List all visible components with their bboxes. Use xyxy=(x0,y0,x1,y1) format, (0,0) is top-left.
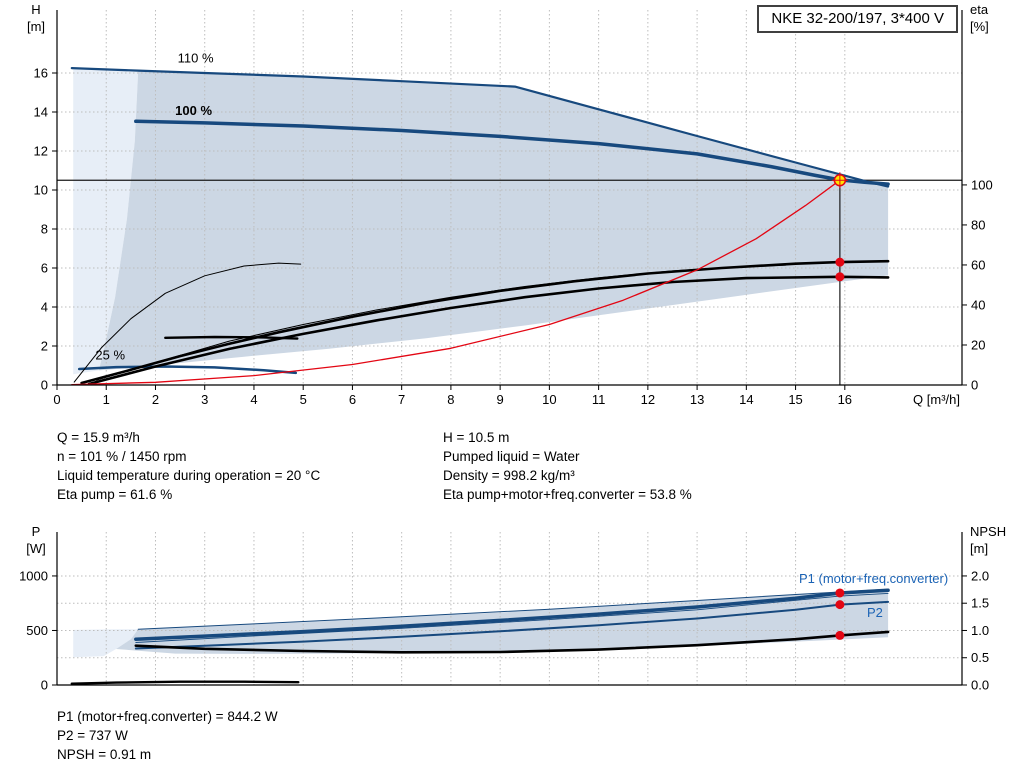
curve-25pct xyxy=(77,365,298,375)
label-100pct: 100 % xyxy=(175,103,212,118)
y-left-tick-label: 0 xyxy=(41,378,48,393)
eta-curve-small-speed xyxy=(73,262,302,383)
x-axis-tick-label: 15 xyxy=(788,392,802,407)
x-axis-tick-label: 16 xyxy=(838,392,852,407)
x-axis-tick-label: 1 xyxy=(103,392,110,407)
operating-envelope-light xyxy=(73,68,139,375)
y-right-axis-unit: [m] xyxy=(970,541,988,556)
y-right-tick-label: 40 xyxy=(971,297,985,312)
y-right-tick-label: 1.5 xyxy=(971,596,989,611)
y-right-tick-label: 0 xyxy=(971,378,978,393)
tick-marks xyxy=(52,72,967,390)
y-left-tick-label: 12 xyxy=(34,143,48,158)
x-axis-tick-label: 10 xyxy=(542,392,556,407)
regions xyxy=(73,68,889,375)
control-curve xyxy=(71,179,841,386)
curve-110pct xyxy=(70,66,890,188)
pump-title-box: NKE 32-200/197, 3*400 V xyxy=(757,5,958,33)
info-eta-pump: Eta pump = 61.6 % xyxy=(57,487,173,502)
x-axis-tick-label: 13 xyxy=(690,392,704,407)
operating-envelope xyxy=(98,70,889,371)
p2-curve xyxy=(134,600,890,650)
x-axis-tick-label: 6 xyxy=(349,392,356,407)
y-left-tick-label: 2 xyxy=(41,338,48,353)
y-left-axis-title: H xyxy=(31,2,40,17)
npsh-point xyxy=(835,630,845,640)
pump-title: NKE 32-200/197, 3*400 V xyxy=(771,10,944,27)
p1-curve xyxy=(134,588,890,641)
label-p2: P2 xyxy=(867,605,883,620)
eta-25pct-fragment xyxy=(164,335,299,340)
eta-pump-point xyxy=(835,257,845,267)
x-axis-title: Q [m³/h] xyxy=(913,392,960,407)
y-right-tick-label: 100 xyxy=(971,177,993,192)
axes xyxy=(56,532,963,686)
x-axis-tick-label: 4 xyxy=(250,392,257,407)
y-right-tick-label: 0.0 xyxy=(971,678,989,693)
y-right-tick-label: 0.5 xyxy=(971,650,989,665)
x-axis-tick-label: 14 xyxy=(739,392,753,407)
eta-total-curve xyxy=(87,275,890,386)
y-right-tick-label: 1.0 xyxy=(971,623,989,638)
y-left-tick-label: 8 xyxy=(41,221,48,236)
x-axis-tick-label: 3 xyxy=(201,392,208,407)
x-axis-tick-label: 2 xyxy=(152,392,159,407)
duty-info-left: Q = 15.9 m³/h n = 101 % / 1450 rpm Liqui… xyxy=(57,428,320,504)
eta-total-point xyxy=(835,272,845,282)
y-right-axis-title: NPSH xyxy=(970,524,1006,539)
y-left-tick-label: 1000 xyxy=(19,568,48,583)
info-speed: n = 101 % / 1450 rpm xyxy=(57,449,187,464)
y-left-tick-label: 10 xyxy=(34,182,48,197)
x-axis-tick-label: 7 xyxy=(398,392,405,407)
x-axis-tick-label: 5 xyxy=(300,392,307,407)
y-left-axis-unit: [W] xyxy=(26,541,46,556)
info-flow: Q = 15.9 m³/h xyxy=(57,430,140,445)
npsh-curve xyxy=(134,630,890,654)
y-left-tick-label: 16 xyxy=(34,65,48,80)
y-left-tick-label: 4 xyxy=(41,299,48,314)
y-right-tick-label: 20 xyxy=(971,337,985,352)
duty-info-right: H = 10.5 m Pumped liquid = Water Density… xyxy=(443,428,692,504)
info-p2: P2 = 737 W xyxy=(57,728,128,743)
y-left-tick-label: 500 xyxy=(26,623,48,638)
label-110pct: 110 % xyxy=(178,50,214,65)
y-left-tick-label: 6 xyxy=(41,260,48,275)
y-left-axis-unit: [m] xyxy=(27,19,45,34)
y-right-tick-label: 80 xyxy=(971,217,985,232)
y-right-axis-title: eta xyxy=(970,2,989,17)
power-envelope-light xyxy=(73,629,139,658)
x-axis-tick-label: 9 xyxy=(497,392,504,407)
p-25pct-fragment xyxy=(70,680,300,685)
x-axis-tick-label: 8 xyxy=(447,392,454,407)
y-left-tick-label: 0 xyxy=(41,678,48,693)
eta-pump-curve-2 xyxy=(95,264,787,381)
qh-chart: 0 1 2 3 4 5 6 7 8 9 10 11 12 13 14 15 160246810121416020… xyxy=(27,2,993,407)
p2-point xyxy=(835,600,845,610)
p1-110pct-curve xyxy=(137,588,889,630)
power-info: P1 (motor+freq.converter) = 844.2 W P2 =… xyxy=(57,707,278,764)
gridlines xyxy=(57,10,962,385)
p1-point xyxy=(835,588,845,598)
y-right-tick-label: 60 xyxy=(971,257,985,272)
x-axis-tick-label: 11 xyxy=(592,392,606,407)
eta-pump-curve xyxy=(80,259,890,385)
tick-marks xyxy=(52,575,967,686)
info-p1: P1 (motor+freq.converter) = 844.2 W xyxy=(57,709,278,724)
power-npsh-chart: 0 500 1000 0.0 0.5 1.0 1.5 2.0 P [W] NPSH [m] P1 (mo… xyxy=(19,524,1006,693)
y-left-tick-label: 14 xyxy=(34,104,48,119)
x-axis-tick-label: 0 xyxy=(53,392,60,407)
info-density: Density = 998.2 kg/m³ xyxy=(443,468,575,483)
info-npsh: NPSH = 0.91 m xyxy=(57,747,152,762)
x-axis-tick-label: 12 xyxy=(641,392,655,407)
info-head: H = 10.5 m xyxy=(443,430,510,445)
y-left-axis-title: P xyxy=(32,524,41,539)
info-pumped-liquid: Pumped liquid = Water xyxy=(443,449,580,464)
info-eta-total: Eta pump+motor+freq.converter = 53.8 % xyxy=(443,487,692,502)
info-liquid-temp: Liquid temperature during operation = 20… xyxy=(57,468,321,483)
label-25pct: 25 % xyxy=(95,348,125,363)
y-right-axis-unit: [%] xyxy=(970,19,989,34)
label-p1: P1 (motor+freq.converter) xyxy=(799,571,948,586)
y-right-tick-label: 2.0 xyxy=(971,568,989,583)
